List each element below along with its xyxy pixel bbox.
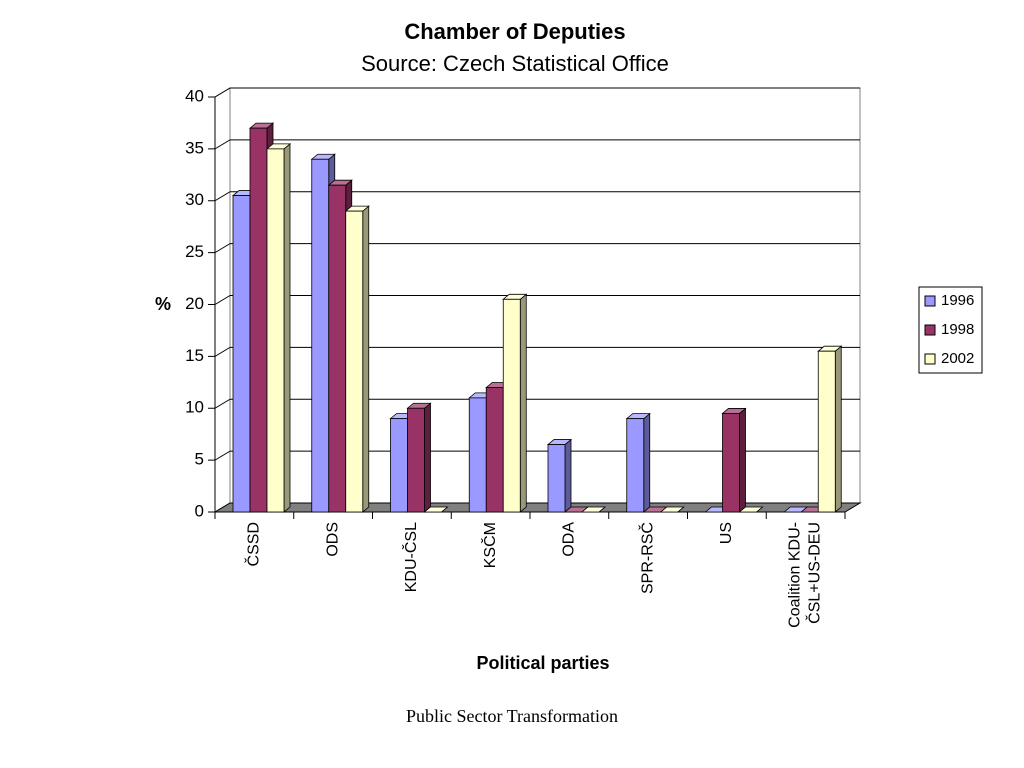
- bar-side: [834, 345, 842, 513]
- y-axis-title: %: [155, 294, 171, 314]
- bar: [311, 158, 330, 513]
- footer: Public Sector Transformation: [406, 706, 618, 726]
- bar: [485, 387, 504, 513]
- grid-diagonal: [214, 87, 231, 98]
- legend-label: 1996: [941, 292, 974, 309]
- y-tick-label: 30: [185, 190, 204, 209]
- grid-diagonal: [214, 191, 231, 202]
- legend-label: 2002: [941, 350, 974, 367]
- y-tick-label: 15: [185, 346, 204, 365]
- bar: [722, 413, 740, 513]
- bar: [547, 444, 566, 513]
- bar: [407, 407, 425, 513]
- legend-label: 1998: [941, 321, 974, 338]
- bar-side: [283, 143, 291, 513]
- grid-diagonal: [214, 450, 231, 461]
- legend: 1996 1998 2002: [918, 286, 983, 374]
- x-tick-label: SPR-RSČ: [637, 522, 656, 594]
- y-tick-label: 5: [195, 450, 204, 469]
- legend-swatch: [924, 353, 936, 365]
- bar: [390, 418, 408, 513]
- y-tick-label: 40: [185, 86, 204, 105]
- legend-swatch: [924, 324, 936, 336]
- bar: [817, 350, 836, 513]
- y-tick-label: 10: [185, 398, 204, 417]
- bar-side: [643, 412, 651, 513]
- x-tick-label: ODA: [561, 522, 578, 557]
- x-tick-label: KDU-ČSL: [401, 522, 420, 592]
- chart-subtitle: Source: Czech Statistical Office: [361, 51, 669, 76]
- bar: [468, 397, 487, 513]
- legend-swatch: [924, 295, 936, 307]
- bar-side: [424, 402, 431, 513]
- bar: [502, 298, 521, 513]
- x-tick-label: KSČM: [480, 522, 499, 568]
- bar: [232, 195, 251, 513]
- bar: [266, 148, 285, 513]
- y-tick-label: 20: [185, 294, 204, 313]
- chart-title: Chamber of Deputies: [404, 19, 625, 44]
- bar-side: [362, 205, 370, 513]
- y-tick-label: 25: [185, 242, 204, 261]
- bar-side: [519, 293, 527, 513]
- bar-top: [738, 506, 764, 513]
- bar-top: [659, 506, 685, 513]
- x-tick-label: ČSSD: [244, 522, 263, 566]
- x-tick-label: ODS: [324, 522, 341, 557]
- x-axis-title: Political parties: [476, 653, 609, 673]
- x-tick-label: Coalition KDU- ČSL+US-DEU: [787, 522, 824, 628]
- grid-diagonal: [214, 243, 231, 254]
- grid-diagonal: [214, 295, 231, 305]
- bar-top: [580, 506, 607, 513]
- y-tick-label: 0: [195, 501, 204, 520]
- bar: [249, 127, 268, 513]
- x-tick-label: US: [718, 522, 735, 544]
- bar: [345, 210, 364, 513]
- bar-side: [564, 438, 572, 513]
- bar: [626, 418, 645, 513]
- y-tick-label: 35: [185, 138, 204, 157]
- bar: [328, 184, 347, 513]
- grid-diagonal: [214, 139, 231, 150]
- grid-diagonal: [214, 398, 231, 409]
- grid-diagonal: [214, 346, 231, 357]
- bar-top: [423, 506, 449, 513]
- bar-side: [739, 407, 746, 513]
